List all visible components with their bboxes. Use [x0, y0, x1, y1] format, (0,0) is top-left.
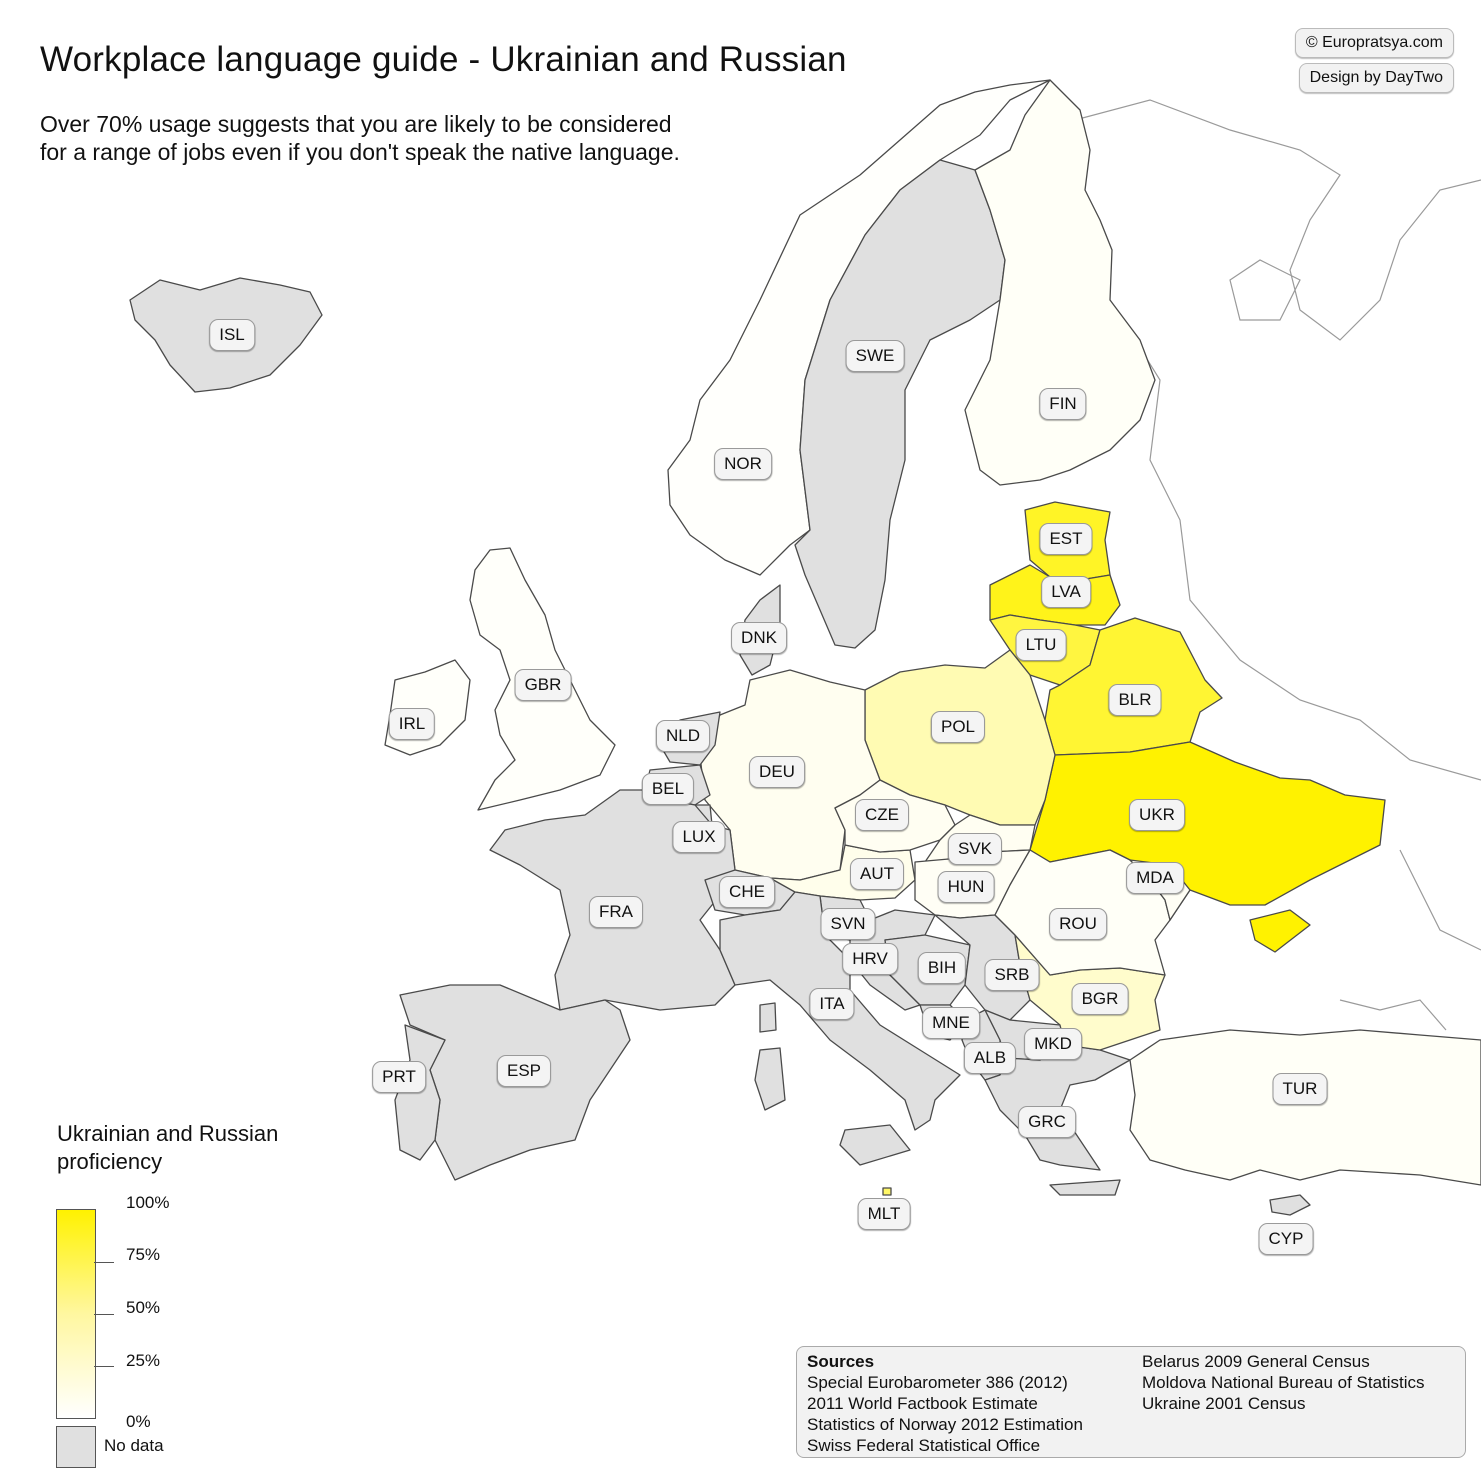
source-item: Swiss Federal Statistical Office: [807, 1436, 1041, 1455]
legend-tick-25: 25%: [126, 1351, 161, 1370]
sources-heading: Sources: [807, 1352, 875, 1371]
map-subtitle: Over 70% usage suggests that you are lik…: [40, 111, 680, 165]
map-title: Workplace language guide - Ukrainian and…: [40, 40, 847, 79]
source-item: Ukraine 2001 Census: [1142, 1394, 1306, 1413]
country-shape-fin: [964, 79, 1156, 486]
country-label-nld[interactable]: NLD: [655, 720, 711, 752]
country-label-dnk[interactable]: DNK: [731, 622, 787, 654]
legend-color-scale: [56, 1209, 96, 1419]
country-label-bih[interactable]: BIH: [917, 952, 967, 984]
legend-tick-50: 50%: [126, 1298, 161, 1317]
country-label-mne[interactable]: MNE: [922, 1007, 980, 1039]
legend-title: Ukrainian and Russian proficiency: [57, 1121, 279, 1174]
country-label-nor[interactable]: NOR: [714, 448, 772, 480]
country-label-aut[interactable]: AUT: [850, 858, 904, 890]
legend-tick-100: 100%: [126, 1193, 170, 1212]
country-label-gbr[interactable]: GBR: [514, 669, 572, 701]
country-label-lva[interactable]: LVA: [1041, 576, 1091, 608]
legend-tick-mark: [94, 1366, 114, 1367]
country-label-cze[interactable]: CZE: [855, 799, 909, 831]
country-label-fin[interactable]: FIN: [1039, 388, 1087, 420]
country-label-irl[interactable]: IRL: [388, 708, 436, 740]
country-shapes: [129, 79, 1481, 1216]
country-label-ltu[interactable]: LTU: [1015, 629, 1067, 661]
source-item: 2011 World Factbook Estimate: [807, 1394, 1038, 1413]
country-label-hrv[interactable]: HRV: [842, 943, 898, 975]
country-label-hun[interactable]: HUN: [937, 871, 995, 903]
country-shape-cyp: [1269, 1194, 1311, 1216]
sources-column-2: Belarus 2009 General Census Moldova Nati…: [1142, 1351, 1425, 1414]
country-label-che[interactable]: CHE: [719, 876, 775, 908]
country-label-svn[interactable]: SVN: [820, 908, 876, 940]
legend-tick-mark: [94, 1314, 114, 1315]
country-label-prt[interactable]: PRT: [372, 1061, 426, 1093]
sources-box: Sources Special Eurobarometer 386 (2012)…: [796, 1346, 1466, 1458]
country-label-bel[interactable]: BEL: [641, 773, 695, 805]
source-item: Moldova National Bureau of Statistics: [1142, 1373, 1425, 1392]
russia-outline: [1074, 99, 1481, 1031]
source-item: Belarus 2009 General Census: [1142, 1352, 1370, 1371]
country-label-grc[interactable]: GRC: [1018, 1106, 1076, 1138]
country-label-tur[interactable]: TUR: [1272, 1073, 1328, 1105]
country-label-bgr[interactable]: BGR: [1071, 983, 1129, 1015]
country-label-svk[interactable]: SVK: [947, 833, 1003, 865]
legend-tick-mark: [94, 1262, 114, 1263]
country-label-pol[interactable]: POL: [930, 711, 986, 743]
country-label-lux[interactable]: LUX: [672, 821, 726, 853]
source-item: Special Eurobarometer 386 (2012): [807, 1373, 1068, 1392]
legend-tick-75: 75%: [126, 1245, 161, 1264]
legend-tick-0: 0%: [126, 1412, 151, 1431]
country-label-srb[interactable]: SRB: [984, 959, 1040, 991]
country-label-rou[interactable]: ROU: [1049, 908, 1107, 940]
credit-site-link[interactable]: © Europratsya.com: [1294, 28, 1454, 58]
country-shape-mlt: [882, 1187, 892, 1196]
country-label-ita[interactable]: ITA: [809, 988, 855, 1020]
country-label-mda[interactable]: MDA: [1126, 862, 1184, 894]
country-label-mlt[interactable]: MLT: [857, 1198, 911, 1230]
country-label-ukr[interactable]: UKR: [1129, 799, 1185, 831]
source-item: Statistics of Norway 2012 Estimation: [807, 1415, 1083, 1434]
country-label-deu[interactable]: DEU: [749, 756, 805, 788]
country-label-est[interactable]: EST: [1039, 523, 1093, 555]
legend-no-data-swatch: [56, 1426, 96, 1468]
country-label-cyp[interactable]: CYP: [1258, 1223, 1314, 1255]
country-shape-tur: [1129, 1029, 1481, 1186]
country-label-fra[interactable]: FRA: [589, 896, 643, 928]
country-label-mkd[interactable]: MKD: [1024, 1028, 1082, 1060]
sources-column-1: Sources Special Eurobarometer 386 (2012)…: [807, 1351, 1083, 1456]
legend-no-data-label: No data: [104, 1436, 164, 1455]
country-label-blr[interactable]: BLR: [1108, 684, 1162, 716]
credit-design-link[interactable]: Design by DayTwo: [1298, 63, 1454, 93]
country-label-isl[interactable]: ISL: [209, 319, 255, 351]
country-shape-ita: [719, 891, 961, 1166]
country-label-esp[interactable]: ESP: [496, 1055, 552, 1087]
country-label-alb[interactable]: ALB: [963, 1042, 1017, 1074]
country-label-swe[interactable]: SWE: [845, 340, 905, 372]
